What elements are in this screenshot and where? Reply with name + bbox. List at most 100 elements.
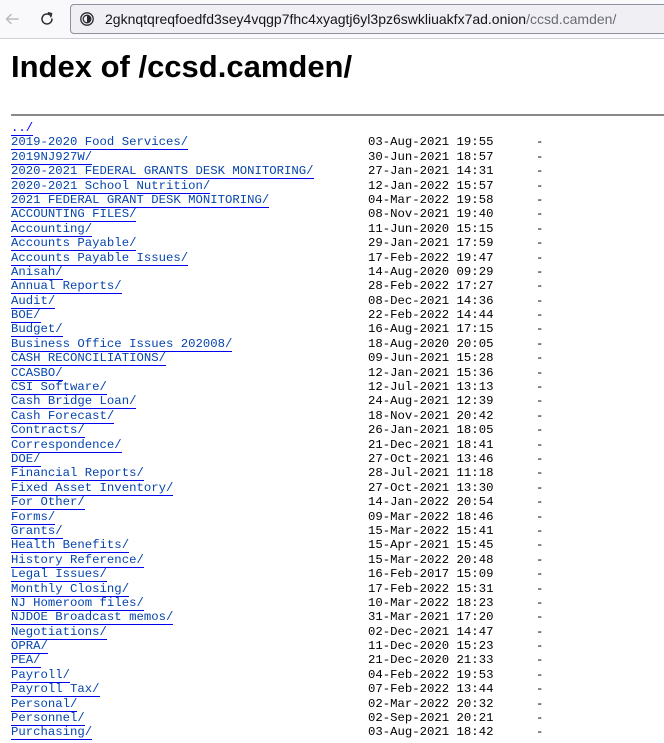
file-size: - — [536, 293, 544, 308]
modified-date: 15-Apr-2021 15:45 — [368, 538, 494, 553]
folder-link[interactable]: Purchasing/ — [11, 725, 93, 741]
list-item: Accounts Payable Issues/17-Feb-2022 19:4… — [11, 250, 543, 266]
folder-link[interactable]: Personal/ — [11, 696, 78, 712]
file-size: - — [536, 135, 544, 150]
folder-link[interactable]: NJDOE Broadcast memos/ — [11, 610, 174, 626]
reload-icon — [41, 12, 53, 25]
list-item: Purchasing/03-Aug-2021 18:42 - — [11, 725, 543, 741]
folder-link[interactable]: Financial Reports/ — [11, 466, 144, 482]
folder-link[interactable]: Correspondence/ — [11, 437, 122, 453]
folder-link[interactable]: CASH RECONCILIATIONS/ — [11, 351, 166, 367]
folder-link[interactable]: Personnel/ — [11, 711, 85, 727]
folder-link[interactable]: CSI Software/ — [11, 380, 107, 396]
modified-date: 18-Nov-2021 20:42 — [368, 408, 494, 423]
modified-date: 14-Aug-2020 09:29 — [368, 264, 494, 279]
modified-date: 28-Jul-2021 11:18 — [368, 466, 494, 481]
folder-link[interactable]: Business Office Issues 202008/ — [11, 336, 233, 352]
file-size: - — [536, 624, 544, 639]
modified-date: 17-Feb-2022 19:47 — [368, 250, 494, 265]
list-item: ACCOUNTING FILES/08-Nov-2021 19:40 - — [11, 207, 543, 223]
folder-link[interactable]: Fixed Asset Inventory/ — [11, 480, 174, 496]
list-item: 2020-2021 FEDERAL GRANTS DESK MONITORING… — [11, 164, 543, 180]
folder-link[interactable]: Payroll Tax/ — [11, 682, 100, 698]
folder-link[interactable]: Negotiations/ — [11, 624, 107, 640]
folder-link[interactable]: DOE/ — [11, 451, 41, 467]
folder-link[interactable]: Monthly Closing/ — [11, 581, 130, 597]
list-item: Accounting/11-Jun-2020 15:15 - — [11, 221, 543, 237]
folder-link[interactable]: Health Benefits/ — [11, 538, 130, 554]
modified-date: 26-Jan-2021 18:05 — [368, 423, 494, 438]
browser-toolbar: 2gknqtqreqfoedfd3sey4vqgp7fhc4xyagtj6yl3… — [0, 0, 664, 39]
list-item: PEA/21-Dec-2020 21:33 - — [11, 653, 543, 669]
modified-date: 29-Jan-2021 17:59 — [368, 236, 494, 251]
file-size: - — [536, 480, 544, 495]
folder-link[interactable]: History Reference/ — [11, 552, 144, 568]
modified-date: 16-Feb-2017 15:09 — [368, 567, 494, 582]
modified-date: 12-Jul-2021 13:13 — [368, 380, 494, 395]
file-size: - — [536, 466, 544, 481]
folder-link[interactable]: Legal Issues/ — [11, 567, 107, 583]
folder-link[interactable]: Accounts Payable/ — [11, 236, 137, 252]
list-item: Personal/02-Mar-2022 20:32 - — [11, 696, 543, 712]
file-size: - — [536, 336, 544, 351]
folder-link[interactable]: For Other/ — [11, 495, 85, 511]
list-item: Financial Reports/28-Jul-2021 11:18 - — [11, 466, 543, 482]
modified-date: 31-Mar-2021 17:20 — [368, 610, 494, 625]
file-size: - — [536, 308, 544, 323]
folder-link[interactable]: CCASBO/ — [11, 365, 63, 381]
folder-link[interactable]: Grants/ — [11, 523, 63, 539]
modified-date: 12-Jan-2021 15:36 — [368, 365, 494, 380]
folder-link[interactable]: BOE/ — [11, 308, 41, 324]
arrow-left-icon — [5, 13, 19, 25]
modified-date: 04-Mar-2022 19:58 — [368, 192, 494, 207]
folder-link[interactable]: OPRA/ — [11, 639, 48, 655]
list-item: BOE/22-Feb-2022 14:44 - — [11, 308, 543, 324]
file-size: - — [536, 279, 544, 294]
directory-listing: ../ 2019-2020 Food Services/03-Aug-2021 … — [11, 121, 543, 741]
folder-link[interactable]: ACCOUNTING FILES/ — [11, 207, 137, 223]
folder-link[interactable]: Cash Bridge Loan/ — [11, 394, 137, 410]
folder-link[interactable]: Contracts/ — [11, 423, 85, 439]
folder-link[interactable]: Audit/ — [11, 293, 56, 309]
folder-link[interactable]: Forms/ — [11, 509, 56, 525]
file-size: - — [536, 682, 544, 697]
file-size: - — [536, 653, 544, 668]
folder-link[interactable]: Cash Forecast/ — [11, 408, 115, 424]
modified-date: 27-Oct-2021 13:30 — [368, 480, 494, 495]
list-item: For Other/14-Jan-2022 20:54 - — [11, 495, 543, 511]
url-text: 2gknqtqreqfoedfd3sey4vqgp7fhc4xyagtj6yl3… — [105, 11, 616, 27]
url-path: /ccsd.camden/ — [526, 11, 617, 27]
modified-date: 02-Dec-2021 14:47 — [368, 624, 494, 639]
folder-link[interactable]: 2019NJ927W/ — [11, 149, 93, 165]
folder-link[interactable]: PEA/ — [11, 653, 41, 669]
folder-link[interactable]: 2020-2021 FEDERAL GRANTS DESK MONITORING… — [11, 164, 314, 180]
address-bar[interactable]: 2gknqtqreqfoedfd3sey4vqgp7fhc4xyagtj6yl3… — [70, 4, 664, 34]
folder-link[interactable]: Payroll/ — [11, 667, 71, 683]
folder-link[interactable]: Annual Reports/ — [11, 279, 122, 295]
folder-link[interactable]: Budget/ — [11, 322, 63, 338]
folder-link[interactable]: 2020-2021 School Nutrition/ — [11, 178, 211, 194]
reload-button[interactable] — [35, 7, 59, 31]
parent-directory-link[interactable]: ../ — [11, 121, 34, 136]
list-item: Legal Issues/16-Feb-2017 15:09 - — [11, 567, 543, 583]
back-button[interactable] — [0, 7, 24, 31]
modified-date: 28-Feb-2022 17:27 — [368, 279, 494, 294]
folder-link[interactable]: 2019-2020 Food Services/ — [11, 135, 189, 151]
folder-link[interactable]: Accounting/ — [11, 221, 93, 237]
file-size: - — [536, 509, 544, 524]
folder-link[interactable]: Anisah/ — [11, 264, 63, 280]
file-size: - — [536, 207, 544, 222]
file-size: - — [536, 451, 544, 466]
modified-date: 15-Mar-2022 20:48 — [368, 552, 494, 567]
list-item: Budget/16-Aug-2021 17:15 - — [11, 322, 543, 338]
modified-date: 17-Feb-2022 15:31 — [368, 581, 494, 596]
folder-link[interactable]: Accounts Payable Issues/ — [11, 250, 189, 266]
folder-link[interactable]: 2021 FEDERAL GRANT DESK MONITORING/ — [11, 192, 270, 208]
folder-link[interactable]: NJ Homeroom files/ — [11, 595, 144, 611]
page-title: Index of /ccsd.camden/ — [11, 49, 353, 84]
divider — [11, 114, 664, 116]
modified-date: 22-Feb-2022 14:44 — [368, 308, 494, 323]
list-item: Cash Forecast/18-Nov-2021 20:42 - — [11, 408, 543, 424]
file-size: - — [536, 725, 544, 740]
modified-date: 10-Mar-2022 18:23 — [368, 595, 494, 610]
